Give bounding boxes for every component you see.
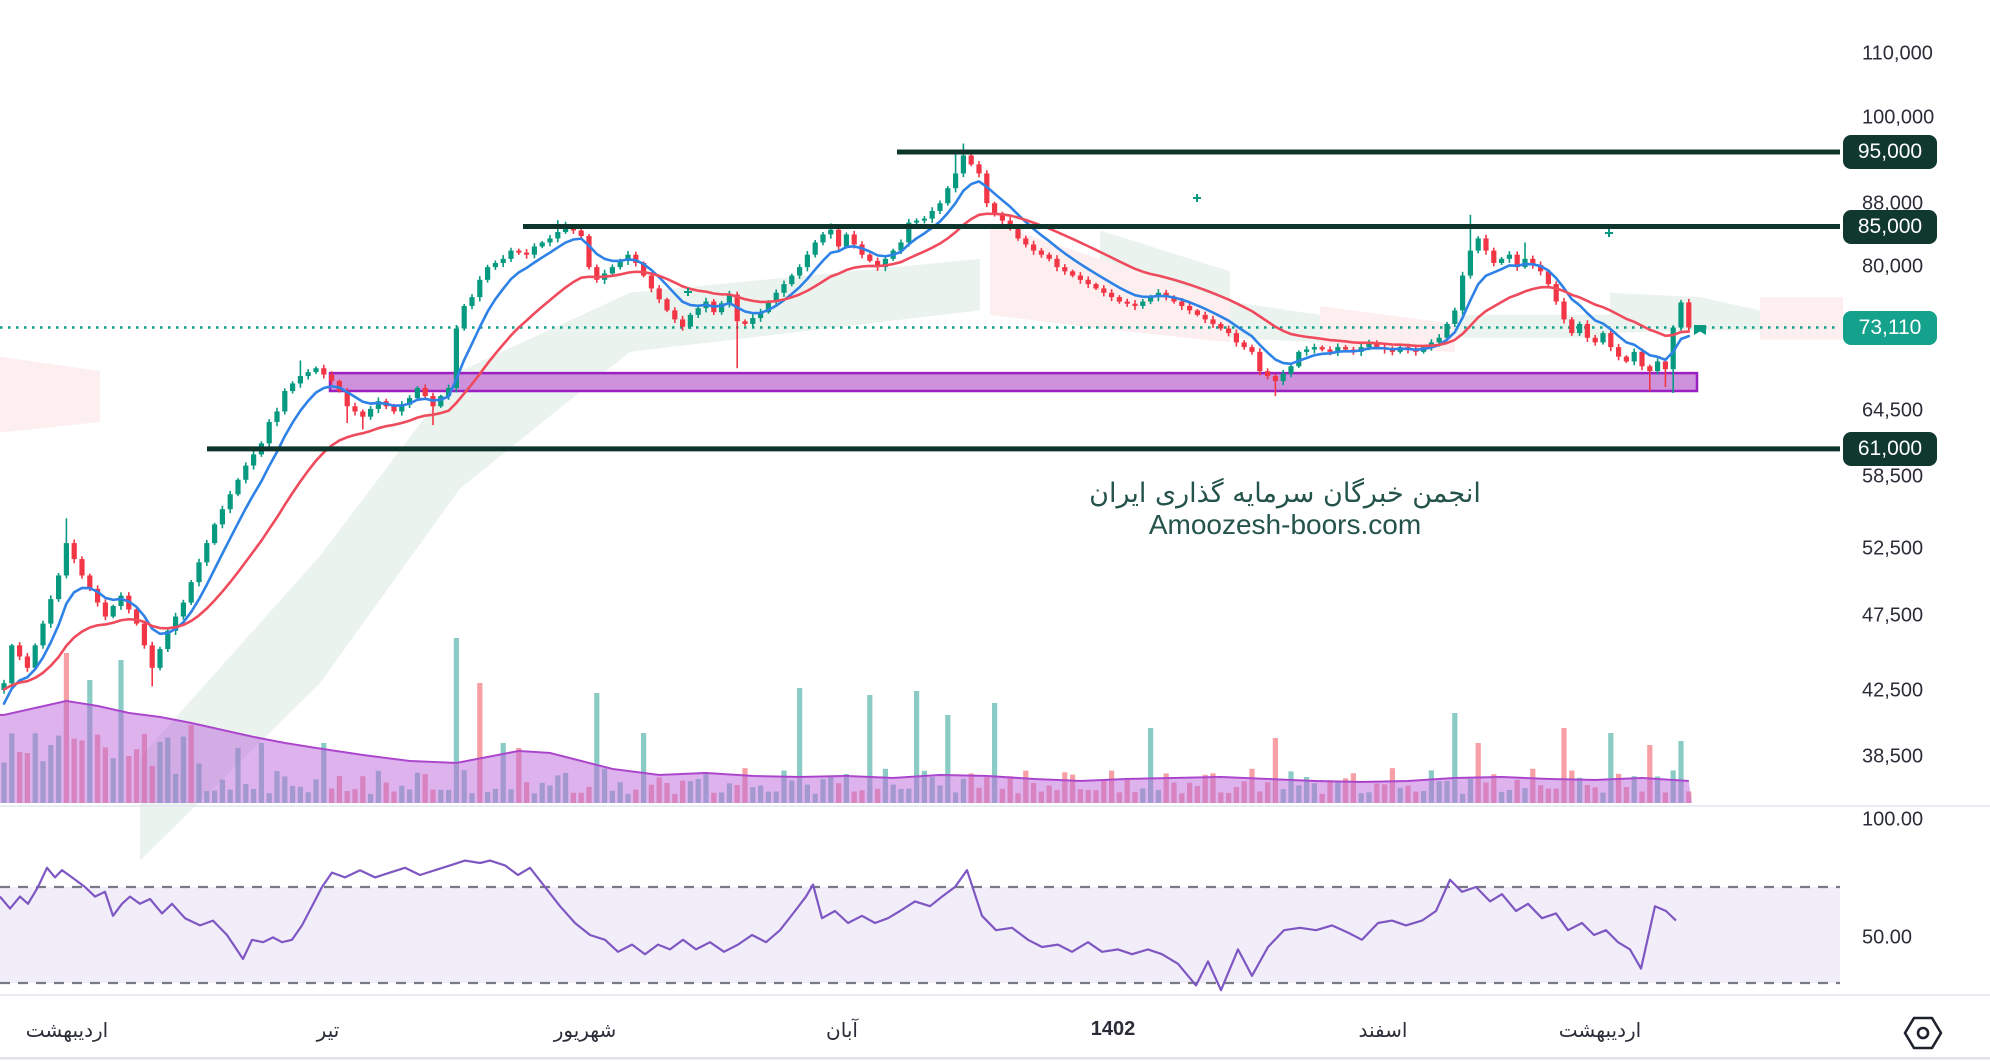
level-price-badge: 61,000 (1843, 432, 1937, 466)
price-axis-label: 100.00 (1862, 808, 1924, 831)
time-axis-month-label: آبان (826, 1018, 858, 1042)
price-axis-label: 52,500 (1862, 537, 1924, 560)
price-axis-label: 38,500 (1862, 745, 1924, 768)
price-axis-label: 58,500 (1862, 465, 1924, 488)
watermark-line-en: Amoozesh-boors.com (1148, 509, 1422, 541)
time-axis-month-label: اردیبهشت (1558, 1018, 1642, 1042)
support-zone (328, 371, 1699, 393)
level-price-badge: 85,000 (1843, 210, 1937, 244)
price-axis-label: 110,000 (1862, 42, 1933, 65)
moving-average-lines (2, 180, 1691, 705)
price-axis-label: 88,000 (1862, 192, 1924, 215)
signal-markers (684, 194, 1706, 335)
hexagon-nut-icon[interactable] (1903, 1014, 1943, 1052)
current-price-badge: 73,110 (1843, 311, 1937, 345)
price-axis-label: 47,500 (1862, 604, 1924, 627)
pane-separators (0, 805, 1990, 1060)
time-axis-month-label: اسفند (1358, 1018, 1408, 1042)
time-axis-month-label: تیر (316, 1018, 340, 1042)
level-price-badge: 95,000 (1843, 135, 1937, 169)
price-axis-label: 80,000 (1862, 255, 1924, 278)
time-axis-month-label: اردیبهشت (25, 1018, 109, 1042)
price-axis-label: 50.00 (1862, 926, 1913, 949)
watermark-line-fa: انجمن خبرگان سرمایه گذاری ایران (1089, 478, 1481, 509)
time-axis-month-label: شهریور (553, 1018, 617, 1042)
volume-pane (0, 638, 1692, 803)
level-lines (207, 149, 1840, 452)
rsi-pane (0, 859, 1840, 992)
price-axis-label: 64,500 (1862, 399, 1924, 422)
price-axis-label: 42,500 (1862, 679, 1924, 702)
watermark: انجمن خبرگان سرمایه گذاری ایران Amoozesh… (1035, 478, 1535, 541)
price-axis-label: 100,000 (1862, 106, 1935, 129)
time-axis-year-label: 1402 (1090, 1018, 1136, 1040)
